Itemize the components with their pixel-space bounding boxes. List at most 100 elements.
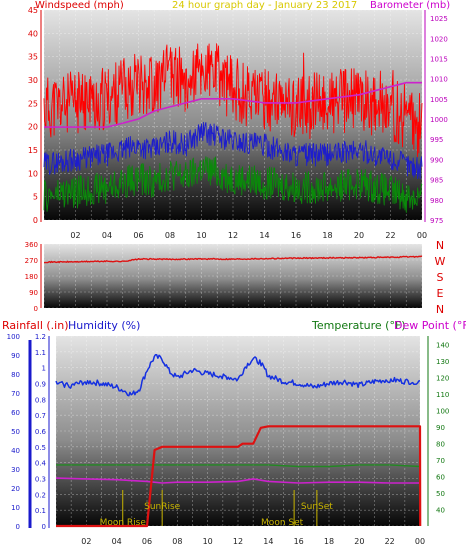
- barometer-title: Barometer (mb): [370, 0, 451, 11]
- event-label: Moon Rise: [100, 518, 147, 528]
- direction-tick-label: 360: [25, 241, 38, 249]
- compass-label: S: [437, 271, 444, 284]
- barometer-tick-label: 1010: [430, 76, 448, 84]
- humidity-tick-label: 10: [11, 504, 20, 512]
- wind-panel-x-tick-label: 16: [291, 231, 301, 240]
- climate-panel-x-tick-label: 08: [172, 537, 182, 546]
- direction-tick-label: 0: [34, 305, 38, 313]
- compass-label: N: [436, 239, 444, 252]
- windspeed-tick-label: 40: [28, 29, 38, 38]
- humidity-tick-label: 70: [11, 390, 20, 398]
- temperature-tick-label: 120: [436, 374, 449, 382]
- barometer-tick-label: 995: [430, 136, 443, 144]
- rainfall-title: Rainfall (.in): [2, 319, 69, 332]
- barometer-tick-label: 1020: [430, 35, 448, 43]
- rainfall-tick-label: 1.2: [35, 333, 46, 341]
- temperature-tick-label: 140: [436, 341, 449, 349]
- rainfall-tick-label: 0.3: [35, 476, 46, 484]
- barometer-tick-label: 1015: [430, 55, 448, 63]
- wind-panel-x-tick-label: 02: [70, 231, 80, 240]
- wind-panel-x-tick-label: 18: [322, 231, 332, 240]
- humidity-tick-label: 50: [11, 428, 20, 436]
- direction-panel-background: [44, 244, 422, 308]
- chart-title: 24 hour graph day - January 23 2017: [172, 0, 358, 11]
- windspeed-tick-label: 5: [33, 193, 38, 202]
- humidity-tick-label: 40: [11, 447, 20, 455]
- temperature-line: [56, 464, 421, 468]
- rainfall-tick-label: 0.4: [35, 460, 47, 468]
- direction-tick-label: 180: [25, 273, 38, 281]
- barometer-tick-label: 1000: [430, 116, 448, 124]
- temperature-tick-label: 80: [436, 440, 445, 448]
- barometer-tick-label: 975: [430, 217, 443, 225]
- temperature-tick-label: 70: [436, 457, 445, 465]
- windspeed-tick-label: 15: [28, 146, 38, 155]
- windspeed-tick-label: 20: [28, 123, 38, 132]
- temperature-tick-label: 50: [436, 490, 445, 498]
- climate-panel-x-tick-label: 06: [142, 537, 152, 546]
- rainfall-tick-label: 0.9: [35, 381, 46, 389]
- climate-panel-x-tick-label: 10: [203, 537, 213, 546]
- compass-label: E: [437, 287, 444, 300]
- compass-label: W: [435, 255, 446, 268]
- wind-panel-x-tick-label: 14: [259, 231, 269, 240]
- rainfall-line: [56, 425, 422, 528]
- temperature-tick-label: 100: [436, 407, 449, 415]
- humidity-tick-label: 80: [11, 371, 20, 379]
- wind-gust-line: [43, 43, 423, 158]
- climate-panel-x-tick-label: 18: [324, 537, 334, 546]
- wind-panel-x-tick-label: 00: [417, 231, 427, 240]
- rainfall-tick-label: 0.6: [35, 428, 47, 436]
- direction-tick-label: 270: [25, 257, 38, 265]
- event-label: SunSet: [301, 502, 333, 512]
- wind-panel-x-tick-label: 04: [102, 231, 112, 240]
- rainfall-tick-label: 1: [42, 365, 46, 373]
- wind-average-line: [43, 121, 423, 180]
- rainfall-tick-label: 1.1: [35, 349, 46, 357]
- humidity-tick-label: 20: [11, 485, 20, 493]
- barometer-tick-label: 985: [430, 177, 443, 185]
- temperature-tick-label: 90: [436, 424, 445, 432]
- humidity-tick-label: 0: [16, 523, 20, 531]
- temperature-title: Temperature (°F): [312, 319, 406, 332]
- rainfall-tick-label: 0.1: [35, 507, 46, 515]
- rainfall-tick-label: 0.2: [35, 491, 46, 499]
- wind-low-line: [43, 156, 423, 213]
- wind-panel-x-tick-label: 12: [228, 231, 238, 240]
- windspeed-tick-label: 45: [28, 6, 38, 15]
- windspeed-tick-label: 0: [33, 216, 38, 225]
- climate-panel-x-tick-label: 14: [263, 537, 273, 546]
- climate-panel-x-tick-label: 20: [354, 537, 364, 546]
- climate-panel-x-tick-label: 04: [112, 537, 122, 546]
- climate-panel-x-tick-label: 02: [81, 537, 91, 546]
- barometer-tick-label: 1025: [430, 15, 448, 23]
- humidity-title: Humidity (%): [68, 319, 141, 332]
- compass-label: N: [436, 303, 444, 316]
- temperature-tick-label: 130: [436, 358, 449, 366]
- temperature-tick-label: 110: [436, 391, 449, 399]
- event-label: SunRise: [144, 502, 181, 512]
- humidity-line: [55, 353, 421, 397]
- windspeed-tick-label: 10: [28, 169, 38, 178]
- dewpoint-line: [55, 477, 420, 484]
- climate-panel-x-tick-label: 12: [233, 537, 243, 546]
- dewpoint-title: Dew Point (°F): [394, 319, 466, 332]
- wind-panel-x-tick-label: 06: [133, 231, 143, 240]
- rainfall-tick-label: 0.5: [35, 444, 46, 452]
- direction-tick-label: 90: [29, 289, 38, 297]
- wind-panel-x-tick-label: 22: [385, 231, 395, 240]
- humidity-tick-label: 100: [7, 333, 20, 341]
- barometer-tick-label: 1005: [430, 96, 448, 104]
- barometer-line: [44, 81, 422, 128]
- climate-panel-x-tick-label: 00: [415, 537, 425, 546]
- humidity-tick-label: 90: [11, 352, 20, 360]
- wind-panel-x-tick-label: 10: [196, 231, 206, 240]
- barometer-tick-label: 990: [430, 156, 443, 164]
- climate-panel-x-tick-label: 16: [294, 537, 304, 546]
- rainfall-tick-label: 0.8: [35, 396, 46, 404]
- wind-panel-x-tick-label: 20: [354, 231, 364, 240]
- humidity-tick-label: 30: [11, 466, 20, 474]
- windspeed-tick-label: 30: [28, 76, 38, 85]
